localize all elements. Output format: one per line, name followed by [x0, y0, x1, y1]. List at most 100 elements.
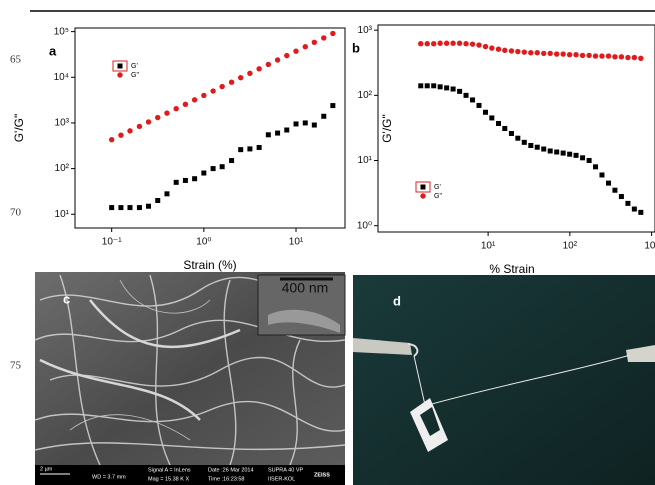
- y-tick-label: 10⁴: [54, 72, 69, 83]
- marker: [470, 97, 475, 102]
- marker: [201, 93, 206, 98]
- marker: [574, 153, 579, 158]
- sem-image: 400 nm c 2 µm WD = 3.7 mm Signal A = InL…: [35, 272, 345, 485]
- marker: [509, 48, 514, 53]
- marker: [593, 164, 598, 169]
- marker: [127, 205, 132, 210]
- marker: [599, 53, 604, 58]
- marker: [109, 205, 114, 210]
- marker: [496, 47, 501, 52]
- sem-info: WD = 3.7 mm: [92, 474, 126, 480]
- scale-bar-label: 400 nm: [282, 280, 329, 296]
- marker: [489, 115, 494, 120]
- marker: [451, 87, 456, 92]
- figure: 65 70 75 400 nm c 2 µm WD = 3.7 mm Sig: [0, 0, 655, 485]
- marker: [425, 41, 430, 46]
- x-tick-label: 10¹: [481, 241, 496, 252]
- marker: [266, 132, 271, 137]
- marker: [541, 147, 546, 152]
- marker: [164, 191, 169, 196]
- marker: [303, 120, 308, 125]
- marker: [573, 52, 578, 57]
- marker: [483, 44, 488, 49]
- marker: [476, 42, 481, 47]
- marker: [247, 146, 252, 151]
- marker: [220, 164, 225, 169]
- marker: [567, 52, 572, 57]
- sem-info: ZEISS: [314, 472, 330, 478]
- marker: [554, 51, 559, 56]
- marker: [554, 150, 559, 155]
- y-tick-label: 10²: [55, 163, 70, 174]
- marker: [464, 93, 469, 98]
- marker: [155, 198, 160, 203]
- marker: [509, 131, 514, 136]
- marker: [586, 53, 591, 58]
- marker: [541, 51, 546, 56]
- legend-marker: [421, 185, 426, 190]
- marker: [587, 158, 592, 163]
- marker: [192, 176, 197, 181]
- marker: [580, 53, 585, 58]
- legend-label: G': [434, 184, 441, 191]
- marker: [580, 155, 585, 160]
- marker: [638, 210, 643, 215]
- marker: [470, 41, 475, 46]
- sem-info: IISER-KOL: [268, 476, 295, 482]
- marker: [137, 124, 142, 129]
- sem-info: SUPRA 40 VP: [268, 467, 303, 473]
- line-number: 70: [10, 207, 22, 219]
- marker: [284, 128, 289, 133]
- marker: [418, 41, 423, 46]
- marker: [522, 140, 527, 145]
- marker: [321, 35, 326, 40]
- marker: [275, 57, 280, 62]
- marker: [437, 41, 442, 46]
- marker: [330, 103, 335, 108]
- marker: [438, 84, 443, 89]
- marker: [444, 85, 449, 90]
- y-axis-label: G'/G": [12, 114, 26, 143]
- sem-info: Signal A = InLens: [148, 467, 191, 473]
- marker: [127, 128, 132, 133]
- sem-info: Time :16:23:58: [208, 476, 244, 482]
- marker: [535, 50, 540, 55]
- y-axis-label: G'/G": [380, 114, 394, 143]
- legend-marker: [420, 193, 425, 198]
- marker: [183, 178, 188, 183]
- marker: [515, 49, 520, 54]
- x-axis-label: Strain (%): [183, 258, 236, 272]
- marker: [612, 188, 617, 193]
- marker: [201, 171, 206, 176]
- marker: [638, 56, 643, 61]
- marker: [463, 41, 468, 46]
- marker: [256, 66, 261, 71]
- marker: [535, 145, 540, 150]
- marker: [192, 97, 197, 102]
- marker: [548, 148, 553, 153]
- y-tick-label: 10⁰: [357, 220, 372, 231]
- marker: [483, 110, 488, 115]
- marker: [548, 51, 553, 56]
- marker: [619, 194, 624, 199]
- marker: [247, 71, 252, 76]
- photo: d: [353, 275, 655, 485]
- sem-info: 2 µm: [40, 466, 53, 472]
- marker: [183, 102, 188, 107]
- line-number: 65: [10, 54, 22, 66]
- marker: [606, 53, 611, 58]
- marker: [146, 204, 151, 209]
- marker: [625, 201, 630, 206]
- marker: [266, 62, 271, 67]
- marker: [164, 110, 169, 115]
- marker: [109, 137, 114, 142]
- marker: [431, 83, 436, 88]
- sem-info: Mag = 15.38 K X: [148, 476, 189, 482]
- y-tick-label: 10¹: [358, 155, 373, 166]
- marker: [489, 45, 494, 50]
- marker: [567, 152, 572, 157]
- legend-label: G": [434, 193, 442, 200]
- marker: [211, 166, 216, 171]
- marker: [502, 126, 507, 131]
- marker: [118, 132, 123, 137]
